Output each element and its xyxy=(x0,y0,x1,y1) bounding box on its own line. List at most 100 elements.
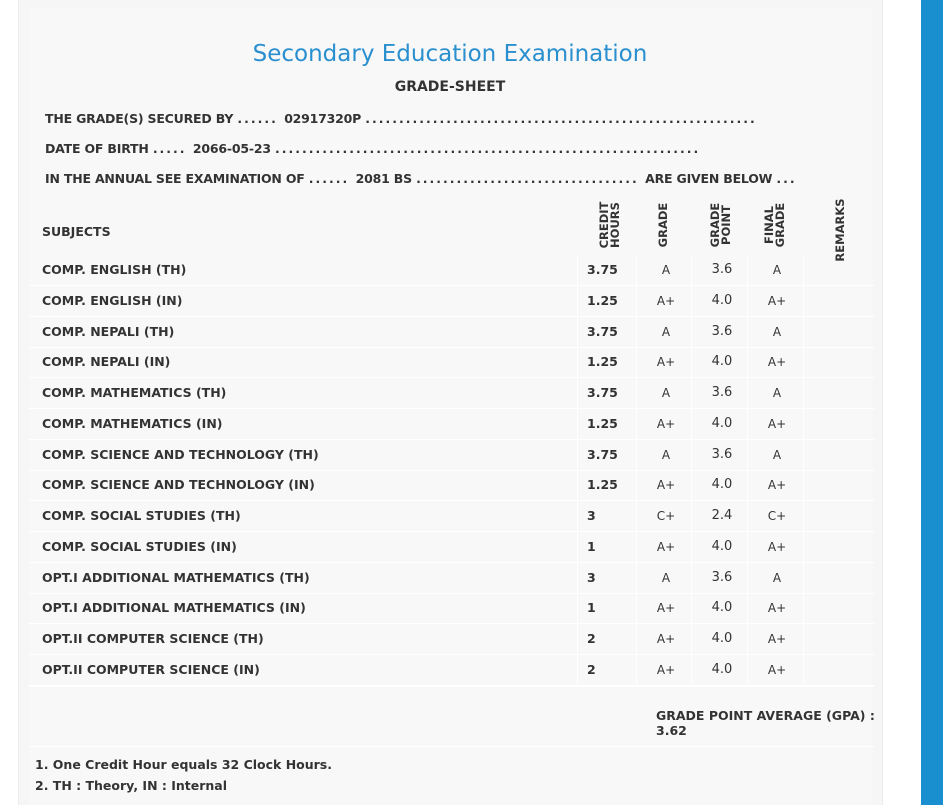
note-item: 1. One Credit Hour equals 32 Clock Hours… xyxy=(35,757,332,772)
exam-year: 2081 BS xyxy=(355,171,412,186)
grade-point-cell: 4.0 xyxy=(711,477,733,493)
final-grade-cell: A+ xyxy=(767,416,787,431)
dob-value: 2066-05-23 xyxy=(192,141,271,156)
note-item: 2. TH : Theory, IN : Internal xyxy=(35,778,228,793)
exam-label: IN THE ANNUAL SEE EXAMINATION OF xyxy=(45,171,305,186)
subject-cell: OPT.II COMPUTER SCIENCE (TH) xyxy=(42,631,264,646)
credit-hours-cell: 2 xyxy=(587,661,596,677)
grade-sheet-inner xyxy=(29,8,872,805)
table-row: OPT.II COMPUTER SCIENCE (IN) 2 A+ 4.0 A+ xyxy=(29,655,874,686)
gpa-value: 3.62 xyxy=(656,723,687,738)
table-row: COMP. NEPALI (TH) 3.75 A 3.6 A xyxy=(29,317,874,348)
subject-cell: COMP. NEPALI (TH) xyxy=(42,323,175,339)
table-row: COMP. SOCIAL STUDIES (TH) 3 C+ 2.4 C+ xyxy=(29,501,874,532)
page-title: Secondary Education Examination xyxy=(252,41,648,67)
grade-cell: A xyxy=(661,386,671,400)
credit-hours-cell: 1 xyxy=(587,538,596,554)
dots: ..... xyxy=(152,141,193,156)
grade-point-cell: 4.0 xyxy=(711,292,733,308)
header-final-grade: FINAL GRADE xyxy=(762,200,787,250)
table-row: COMP. SCIENCE AND TECHNOLOGY (IN) 1.25 A+ 4… xyxy=(29,470,874,502)
subject-cell: OPT.I ADDITIONAL MATHEMATICS (TH) xyxy=(42,569,310,585)
subject-cell: OPT.II COMPUTER SCIENCE (IN) xyxy=(42,661,260,677)
final-grade-cell: A xyxy=(772,386,782,400)
grade-cell: A xyxy=(661,570,671,585)
grade-point-cell: 2.4 xyxy=(711,508,733,523)
credit-hours-cell: 3.75 xyxy=(587,385,618,400)
table-row: COMP. MATHEMATICS (TH) 3.75 A 3.6 A xyxy=(29,378,874,409)
final-grade-cell: A+ xyxy=(767,478,787,493)
grade-point-cell: 4.0 xyxy=(711,600,733,616)
header-fg-line2: GRADE xyxy=(773,202,787,248)
table-row: COMP. SCIENCE AND TECHNOLOGY (TH) 3.75 A 3.… xyxy=(29,440,874,471)
subject-cell: COMP. SOCIAL STUDIES (TH) xyxy=(42,508,241,523)
right-scroll-bar[interactable] xyxy=(921,0,943,805)
grade-point-cell: 4.0 xyxy=(711,538,733,554)
symbol-number: 02917320P xyxy=(284,111,362,126)
header-grade: GRADE xyxy=(656,202,670,248)
grade-point-cell: 4.0 xyxy=(711,631,733,646)
credit-hours-cell: 1 xyxy=(587,600,596,616)
final-grade-cell: A xyxy=(772,324,782,339)
secured-by-line: THE GRADE(S) SECURED BY ...... 02917320P… xyxy=(45,111,757,126)
table-row: OPT.I ADDITIONAL MATHEMATICS (TH) 3 A 3.6 A xyxy=(29,563,874,594)
final-grade-cell: A xyxy=(772,447,782,462)
credit-hours-cell: 1.25 xyxy=(587,477,618,493)
gpa-line: GRADE POINT AVERAGE (GPA) : 3.62 xyxy=(656,708,882,738)
grade-cell: A+ xyxy=(656,355,676,370)
dots: ................................. xyxy=(416,171,646,186)
subject-cell: COMP. ENGLISH (IN) xyxy=(42,292,183,308)
subject-cell: COMP. NEPALI (IN) xyxy=(42,354,171,370)
header-gp-line2: POINT xyxy=(719,205,733,245)
grade-cell: A+ xyxy=(656,478,676,493)
grade-point-cell: 4.0 xyxy=(711,661,733,677)
grade-cell: A+ xyxy=(656,662,676,677)
table-row: COMP. SOCIAL STUDIES (IN) 1 A+ 4.0 A+ xyxy=(29,532,874,563)
header-grade-point: GRADE POINT xyxy=(708,200,733,250)
grade-point-cell: 3.6 xyxy=(711,262,733,277)
credit-hours-cell: 2 xyxy=(587,631,596,646)
grade-point-cell: 3.6 xyxy=(711,446,733,462)
table-row: OPT.II COMPUTER SCIENCE (TH) 2 A+ 4.0 A+ xyxy=(29,624,874,655)
grade-cell: A+ xyxy=(656,632,676,646)
grade-point-cell: 4.0 xyxy=(711,354,733,370)
grade-sheet-panel: Secondary Education Examination GRADE-SH… xyxy=(18,0,883,805)
table-row: COMP. ENGLISH (TH) 3.75 A 3.6 A xyxy=(29,255,874,286)
final-grade-cell: A xyxy=(772,570,782,585)
grade-point-cell: 4.0 xyxy=(711,415,733,431)
divider xyxy=(29,686,874,687)
final-grade-cell: A+ xyxy=(767,601,787,616)
header-credit-line2: HOURS xyxy=(608,202,622,248)
credit-hours-cell: 3 xyxy=(587,569,596,585)
divider xyxy=(29,746,874,747)
subject-cell: COMP. MATHEMATICS (IN) xyxy=(42,415,223,431)
credit-hours-cell: 1.25 xyxy=(587,354,618,370)
page-subtitle: GRADE-SHEET xyxy=(394,79,506,95)
credit-hours-cell: 3.75 xyxy=(587,323,618,339)
header-subjects: SUBJECTS xyxy=(42,224,111,239)
grade-point-cell: 3.6 xyxy=(711,323,733,339)
dob-line: DATE OF BIRTH ..... 2066-05-23 .........… xyxy=(45,141,700,156)
dob-label: DATE OF BIRTH xyxy=(45,141,149,156)
dots: ... xyxy=(776,171,797,186)
final-grade-cell: C+ xyxy=(767,509,787,523)
credit-hours-cell: 3 xyxy=(587,508,596,523)
subject-cell: COMP. ENGLISH (TH) xyxy=(42,262,187,277)
grade-point-cell: 3.6 xyxy=(711,569,733,585)
subject-cell: COMP. SCIENCE AND TECHNOLOGY (TH) xyxy=(42,446,319,462)
table-row: COMP. NEPALI (IN) 1.25 A+ 4.0 A+ xyxy=(29,347,874,379)
dots: ........................................… xyxy=(365,111,757,126)
given-below-label: ARE GIVEN BELOW xyxy=(645,171,773,186)
credit-hours-cell: 1.25 xyxy=(587,292,618,308)
final-grade-cell: A+ xyxy=(767,293,787,308)
table-row: COMP. MATHEMATICS (IN) 1.25 A+ 4.0 A+ xyxy=(29,409,874,440)
exam-line: IN THE ANNUAL SEE EXAMINATION OF ...... … xyxy=(45,171,797,186)
secured-by-label: THE GRADE(S) SECURED BY xyxy=(45,111,234,126)
grade-cell: A xyxy=(661,263,671,277)
subject-cell: COMP. SCIENCE AND TECHNOLOGY (IN) xyxy=(42,477,315,493)
grade-cell: A xyxy=(661,447,671,462)
credit-hours-cell: 1.25 xyxy=(587,415,618,431)
subject-cell: OPT.I ADDITIONAL MATHEMATICS (IN) xyxy=(42,600,306,616)
subject-cell: COMP. SOCIAL STUDIES (IN) xyxy=(42,538,237,554)
credit-hours-cell: 3.75 xyxy=(587,446,618,462)
